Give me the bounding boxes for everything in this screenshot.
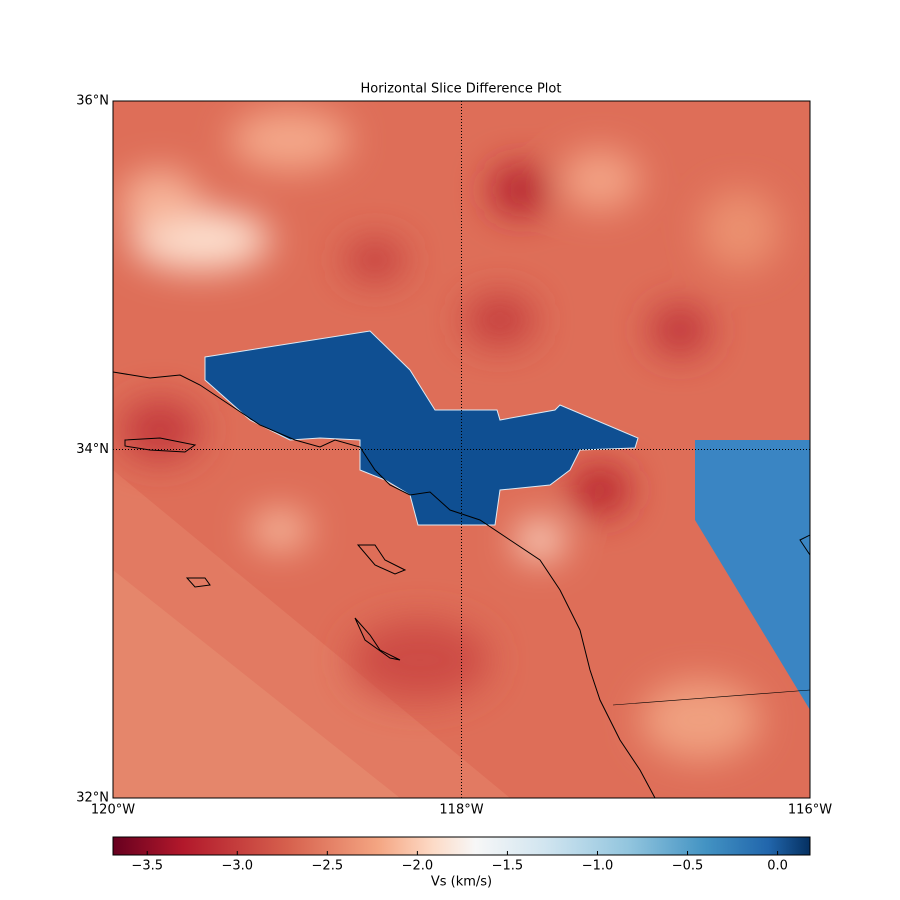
y-tick-label: 34°N	[76, 442, 109, 457]
colorbar-tick-label: −2.0	[402, 859, 434, 874]
colorbar-tick-label: −3.5	[131, 859, 163, 874]
colorbar-tick-label: −1.0	[582, 859, 614, 874]
colorbar-tick-label: 0.0	[767, 859, 788, 874]
x-tick-label: 118°W	[439, 803, 483, 818]
y-tick-label: 36°N	[76, 94, 109, 109]
map-field	[113, 101, 810, 798]
x-tick-label: 120°W	[91, 803, 135, 818]
y-tick-label: 32°N	[76, 791, 109, 806]
colorbar-tick-label: −2.5	[312, 859, 344, 874]
colorbar-tick-label: −0.5	[672, 859, 704, 874]
colorbar	[112, 836, 811, 856]
colorbar-label: Vs (km/s)	[431, 875, 492, 890]
chart-title: Horizontal Slice Difference Plot	[361, 82, 562, 97]
x-tick-label: 116°W	[788, 803, 832, 818]
colorbar-tick-label: −1.5	[492, 859, 524, 874]
colorbar-tick-label: −3.0	[221, 859, 253, 874]
